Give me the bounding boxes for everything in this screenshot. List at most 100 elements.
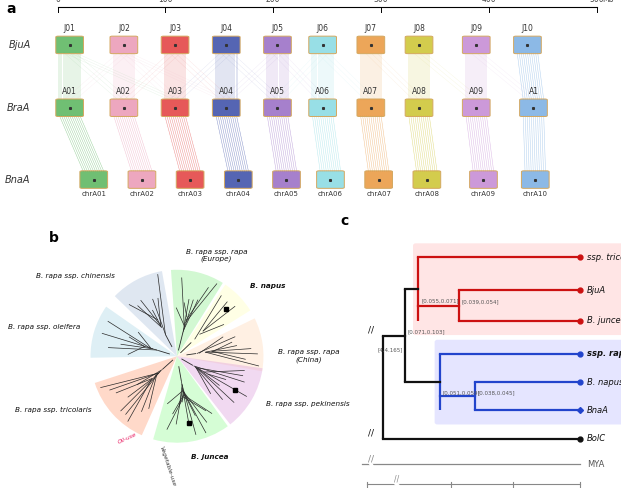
Wedge shape [115, 271, 177, 356]
Wedge shape [153, 356, 228, 443]
FancyBboxPatch shape [357, 99, 384, 117]
Text: A09: A09 [469, 87, 484, 96]
FancyBboxPatch shape [224, 171, 252, 188]
Text: [0.038,0.045]: [0.038,0.045] [478, 390, 515, 395]
FancyBboxPatch shape [161, 99, 189, 117]
FancyBboxPatch shape [309, 99, 337, 117]
FancyBboxPatch shape [110, 36, 138, 54]
Text: B. rapa ssp. rapa
(Europe): B. rapa ssp. rapa (Europe) [186, 248, 247, 262]
Text: chrA07: chrA07 [366, 191, 391, 198]
FancyBboxPatch shape [80, 171, 107, 188]
Text: A04: A04 [219, 87, 233, 96]
Text: [0.051,0.059]: [0.051,0.059] [443, 390, 480, 395]
Text: A06: A06 [315, 87, 330, 96]
Text: B. rapa ssp. tricolaris: B. rapa ssp. tricolaris [14, 407, 91, 413]
Text: c: c [340, 214, 348, 228]
Wedge shape [91, 306, 177, 358]
Text: J03: J03 [169, 24, 181, 33]
Text: chrA02: chrA02 [130, 191, 155, 198]
Text: [4,4.165]: [4,4.165] [378, 347, 403, 352]
FancyBboxPatch shape [212, 36, 240, 54]
FancyBboxPatch shape [463, 99, 490, 117]
FancyBboxPatch shape [520, 99, 547, 117]
Text: 500: 500 [589, 0, 604, 4]
Text: b: b [49, 231, 59, 245]
Text: J08: J08 [413, 24, 425, 33]
FancyBboxPatch shape [365, 171, 392, 188]
FancyBboxPatch shape [128, 171, 156, 188]
Text: BjuA: BjuA [8, 40, 30, 50]
Text: a: a [6, 2, 16, 16]
Text: MYA: MYA [587, 460, 605, 469]
FancyBboxPatch shape [357, 36, 384, 54]
Wedge shape [177, 318, 263, 371]
Text: [0.055,0.071]: [0.055,0.071] [421, 299, 459, 304]
FancyBboxPatch shape [56, 99, 83, 117]
Text: A07: A07 [363, 87, 378, 96]
FancyBboxPatch shape [110, 99, 138, 117]
Text: chrA08: chrA08 [414, 191, 439, 198]
FancyBboxPatch shape [263, 99, 291, 117]
FancyBboxPatch shape [413, 244, 621, 335]
Text: chrA03: chrA03 [178, 191, 202, 198]
Text: J05: J05 [271, 24, 283, 33]
Text: A02: A02 [116, 87, 131, 96]
Text: chrA05: chrA05 [274, 191, 299, 198]
FancyBboxPatch shape [161, 36, 189, 54]
Text: BolC: BolC [587, 434, 606, 443]
FancyBboxPatch shape [405, 99, 433, 117]
Text: chrA09: chrA09 [471, 191, 496, 198]
Text: J02: J02 [118, 24, 130, 33]
Text: 0: 0 [55, 0, 60, 4]
FancyBboxPatch shape [176, 171, 204, 188]
Text: J06: J06 [317, 24, 329, 33]
Text: B. napus: B. napus [587, 378, 621, 386]
Text: B. napus: B. napus [250, 283, 285, 289]
Text: 400: 400 [481, 0, 496, 4]
FancyBboxPatch shape [413, 171, 441, 188]
Text: A1: A1 [528, 87, 538, 96]
FancyBboxPatch shape [273, 171, 301, 188]
Text: A03: A03 [168, 87, 183, 96]
FancyBboxPatch shape [435, 340, 621, 425]
Wedge shape [95, 356, 177, 435]
Text: B. rapa ssp. oleifera: B. rapa ssp. oleifera [7, 324, 80, 329]
Text: 300: 300 [374, 0, 388, 4]
FancyBboxPatch shape [317, 171, 344, 188]
Text: //: // [368, 454, 374, 463]
Text: //: // [368, 325, 374, 334]
FancyBboxPatch shape [463, 36, 490, 54]
Wedge shape [177, 356, 263, 425]
FancyBboxPatch shape [263, 36, 291, 54]
Text: //: // [394, 475, 399, 484]
Text: BjuA: BjuA [587, 286, 606, 295]
Text: [0.039,0.054]: [0.039,0.054] [461, 300, 499, 305]
FancyBboxPatch shape [309, 36, 337, 54]
Text: 200: 200 [266, 0, 281, 4]
Text: BnaA: BnaA [587, 406, 609, 415]
Text: A08: A08 [412, 87, 427, 96]
Text: chrA06: chrA06 [318, 191, 343, 198]
Text: BraA: BraA [7, 103, 30, 113]
Text: chrA01: chrA01 [81, 191, 106, 198]
FancyBboxPatch shape [514, 36, 542, 54]
Text: chrA04: chrA04 [226, 191, 251, 198]
FancyBboxPatch shape [522, 171, 549, 188]
Text: ssp. rapa: ssp. rapa [587, 349, 621, 358]
Text: B. rapa ssp. chinensis: B. rapa ssp. chinensis [36, 273, 115, 280]
Text: Vegetable-use: Vegetable-use [158, 445, 176, 487]
Text: BnaA: BnaA [5, 175, 30, 184]
FancyBboxPatch shape [56, 36, 83, 54]
Text: B. rapa ssp. rapa
(China): B. rapa ssp. rapa (China) [278, 349, 340, 363]
Text: A01: A01 [62, 87, 77, 96]
Wedge shape [171, 270, 223, 356]
Wedge shape [177, 285, 250, 356]
Text: ssp. tricolaris: ssp. tricolaris [587, 253, 621, 262]
Text: J07: J07 [365, 24, 377, 33]
FancyBboxPatch shape [469, 171, 497, 188]
FancyBboxPatch shape [405, 36, 433, 54]
FancyBboxPatch shape [212, 99, 240, 117]
Text: A05: A05 [270, 87, 285, 96]
Text: Oil-use: Oil-use [117, 432, 138, 445]
Text: [0.071,0.103]: [0.071,0.103] [407, 329, 445, 334]
